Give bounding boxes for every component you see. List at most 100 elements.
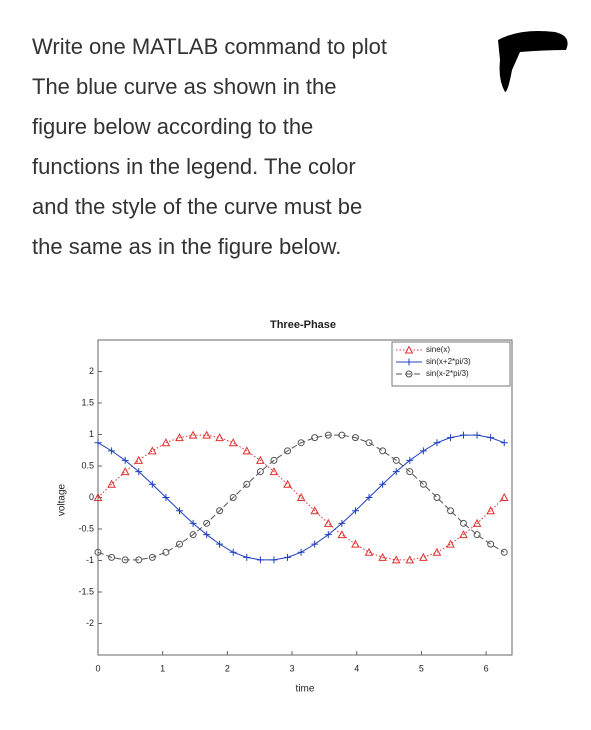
- marker: [419, 447, 427, 455]
- y-tick-label: -2: [86, 618, 94, 628]
- marker: [175, 433, 184, 442]
- marker: [189, 519, 197, 527]
- question-line: The blue curve as shown in the: [32, 74, 337, 99]
- marker: [176, 540, 184, 548]
- marker: [256, 455, 265, 464]
- marker: [404, 345, 414, 354]
- marker: [203, 531, 211, 539]
- marker: [379, 447, 387, 455]
- marker: [176, 507, 184, 515]
- marker: [391, 555, 401, 564]
- marker: [283, 479, 292, 488]
- marker: [108, 447, 116, 455]
- marker: [459, 431, 467, 439]
- x-tick-label: 1: [160, 663, 165, 673]
- marker: [459, 530, 468, 539]
- legend-label: sin(x+2*pi/3): [426, 357, 471, 366]
- y-axis-label: voltage: [57, 483, 68, 516]
- y-tick-label: 0.5: [81, 460, 94, 470]
- marker: [338, 431, 346, 439]
- marker: [134, 455, 144, 464]
- marker: [324, 431, 332, 439]
- marker: [216, 507, 224, 515]
- marker: [378, 552, 387, 561]
- x-axis-label: time: [296, 684, 315, 695]
- chart-title: Three-Phase: [270, 319, 336, 331]
- marker: [500, 548, 508, 556]
- marker: [365, 494, 373, 501]
- x-tick-label: 3: [290, 663, 295, 673]
- x-tick-label: 4: [354, 663, 359, 673]
- marker: [94, 548, 102, 556]
- marker: [107, 479, 116, 488]
- marker: [189, 531, 197, 539]
- marker: [500, 439, 508, 447]
- marker: [487, 540, 495, 548]
- marker: [188, 430, 198, 439]
- marker: [405, 370, 413, 378]
- marker: [459, 519, 467, 527]
- marker: [447, 507, 455, 515]
- marker: [94, 439, 102, 447]
- y-tick-label: -1: [86, 555, 94, 565]
- marker: [323, 518, 333, 527]
- marker: [135, 468, 143, 476]
- legend-label: sine(x): [426, 345, 450, 354]
- marker: [229, 548, 237, 556]
- marker: [215, 433, 224, 442]
- marker: [406, 468, 414, 476]
- marker: [135, 556, 143, 564]
- marker: [284, 553, 292, 561]
- marker: [203, 519, 211, 527]
- axes-box: [97, 339, 513, 656]
- marker: [284, 447, 292, 455]
- marker: [162, 494, 170, 501]
- marker: [365, 439, 373, 447]
- x-tick-label: 5: [419, 663, 424, 673]
- marker: [405, 358, 413, 366]
- question-line: the same as in the figure below.: [32, 234, 341, 259]
- x-tick-label: 0: [95, 663, 100, 673]
- legend-box: [391, 341, 511, 387]
- question-line: Write one MATLAB command to plot: [32, 34, 387, 59]
- marker: [351, 539, 360, 548]
- marker: [405, 555, 415, 564]
- marker: [499, 492, 509, 501]
- y-tick-label: 2: [89, 366, 94, 376]
- marker: [433, 494, 441, 501]
- marker: [296, 492, 306, 501]
- x-tick-label: 6: [484, 663, 489, 673]
- marker: [419, 552, 428, 561]
- y-tick-label: -1.5: [78, 586, 94, 596]
- marker: [447, 434, 455, 442]
- marker: [256, 468, 264, 476]
- marker: [406, 456, 414, 464]
- legend-label: sin(x-2*pi/3): [426, 369, 469, 378]
- question-line: functions in the legend. The color: [32, 154, 356, 179]
- marker: [311, 434, 319, 442]
- marker: [162, 548, 170, 556]
- marker: [270, 556, 278, 564]
- marker: [337, 530, 347, 539]
- marker: [472, 518, 482, 527]
- marker: [121, 456, 129, 464]
- marker: [351, 507, 359, 515]
- y-tick-label: -0.5: [78, 523, 94, 533]
- marker: [148, 553, 156, 561]
- marker: [147, 446, 157, 455]
- marker: [324, 531, 332, 539]
- marker: [419, 480, 427, 488]
- marker: [351, 434, 359, 442]
- marker: [392, 468, 400, 476]
- y-tick-label: 1.5: [81, 397, 94, 407]
- marker: [310, 506, 320, 515]
- marker: [256, 556, 264, 564]
- marker: [487, 434, 495, 442]
- marker: [473, 431, 481, 439]
- marker: [121, 556, 129, 564]
- marker: [311, 540, 319, 548]
- marker: [120, 467, 130, 476]
- y-tick-label: 0: [89, 492, 94, 502]
- marker: [243, 480, 251, 488]
